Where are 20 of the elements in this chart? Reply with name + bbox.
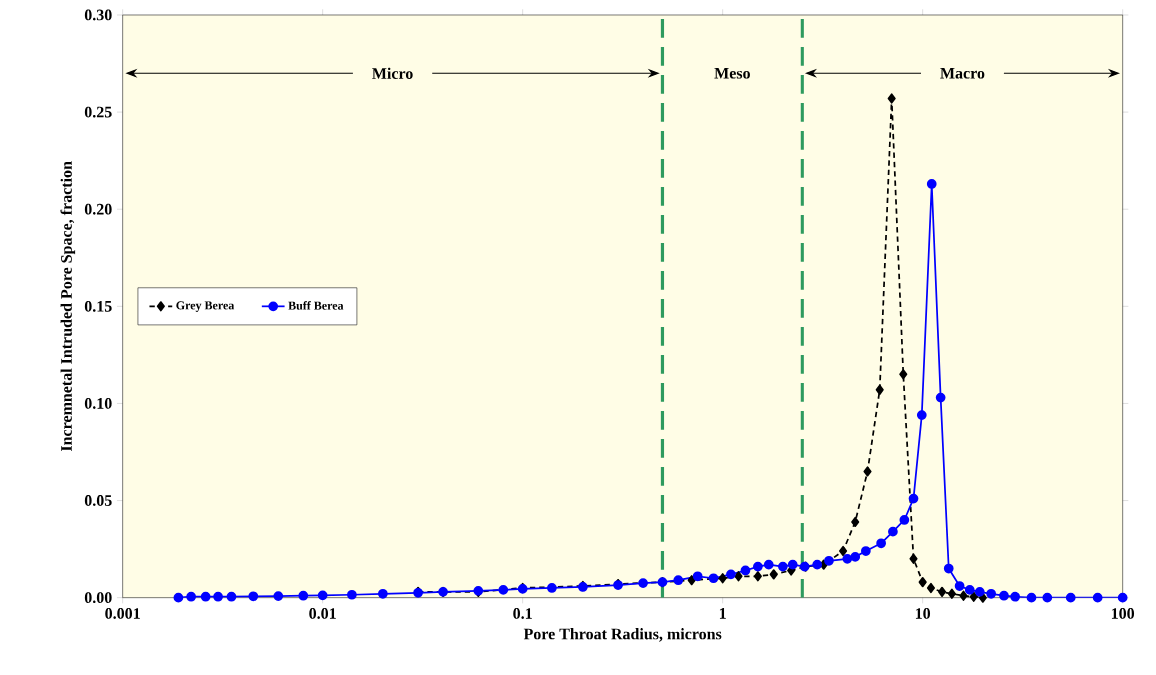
x-tick-label: 10 [915, 608, 931, 619]
annotation: Meso [714, 67, 750, 79]
x-tick-label: 0.001 [105, 608, 140, 619]
y-tick-label: 0.15 [84, 300, 112, 312]
x-tick-label: 0.1 [513, 608, 532, 619]
y-tick-label: 0.00 [84, 592, 112, 604]
y-axis-title: Incremnetal Intruded Pore Space, fraction [60, 161, 76, 452]
y-tick-label: 0.10 [84, 398, 112, 409]
y-tick-label: 0.30 [84, 9, 112, 21]
legend-label: Buff Berea [288, 301, 344, 310]
y-tick-label: 0.25 [84, 106, 112, 118]
annotation: Micro [372, 67, 413, 79]
x-tick-label: 100 [1111, 608, 1135, 619]
legend-label: Grey Berea [176, 301, 235, 312]
y-tick-label: 0.05 [84, 495, 112, 506]
x-axis-title: Pore Throat Radius, microns [523, 628, 722, 642]
x-tick-label: 0.01 [309, 608, 336, 619]
y-tick-label: 0.20 [84, 203, 112, 215]
annotation: Macro [940, 67, 985, 79]
x-tick-label: 1 [719, 608, 726, 619]
